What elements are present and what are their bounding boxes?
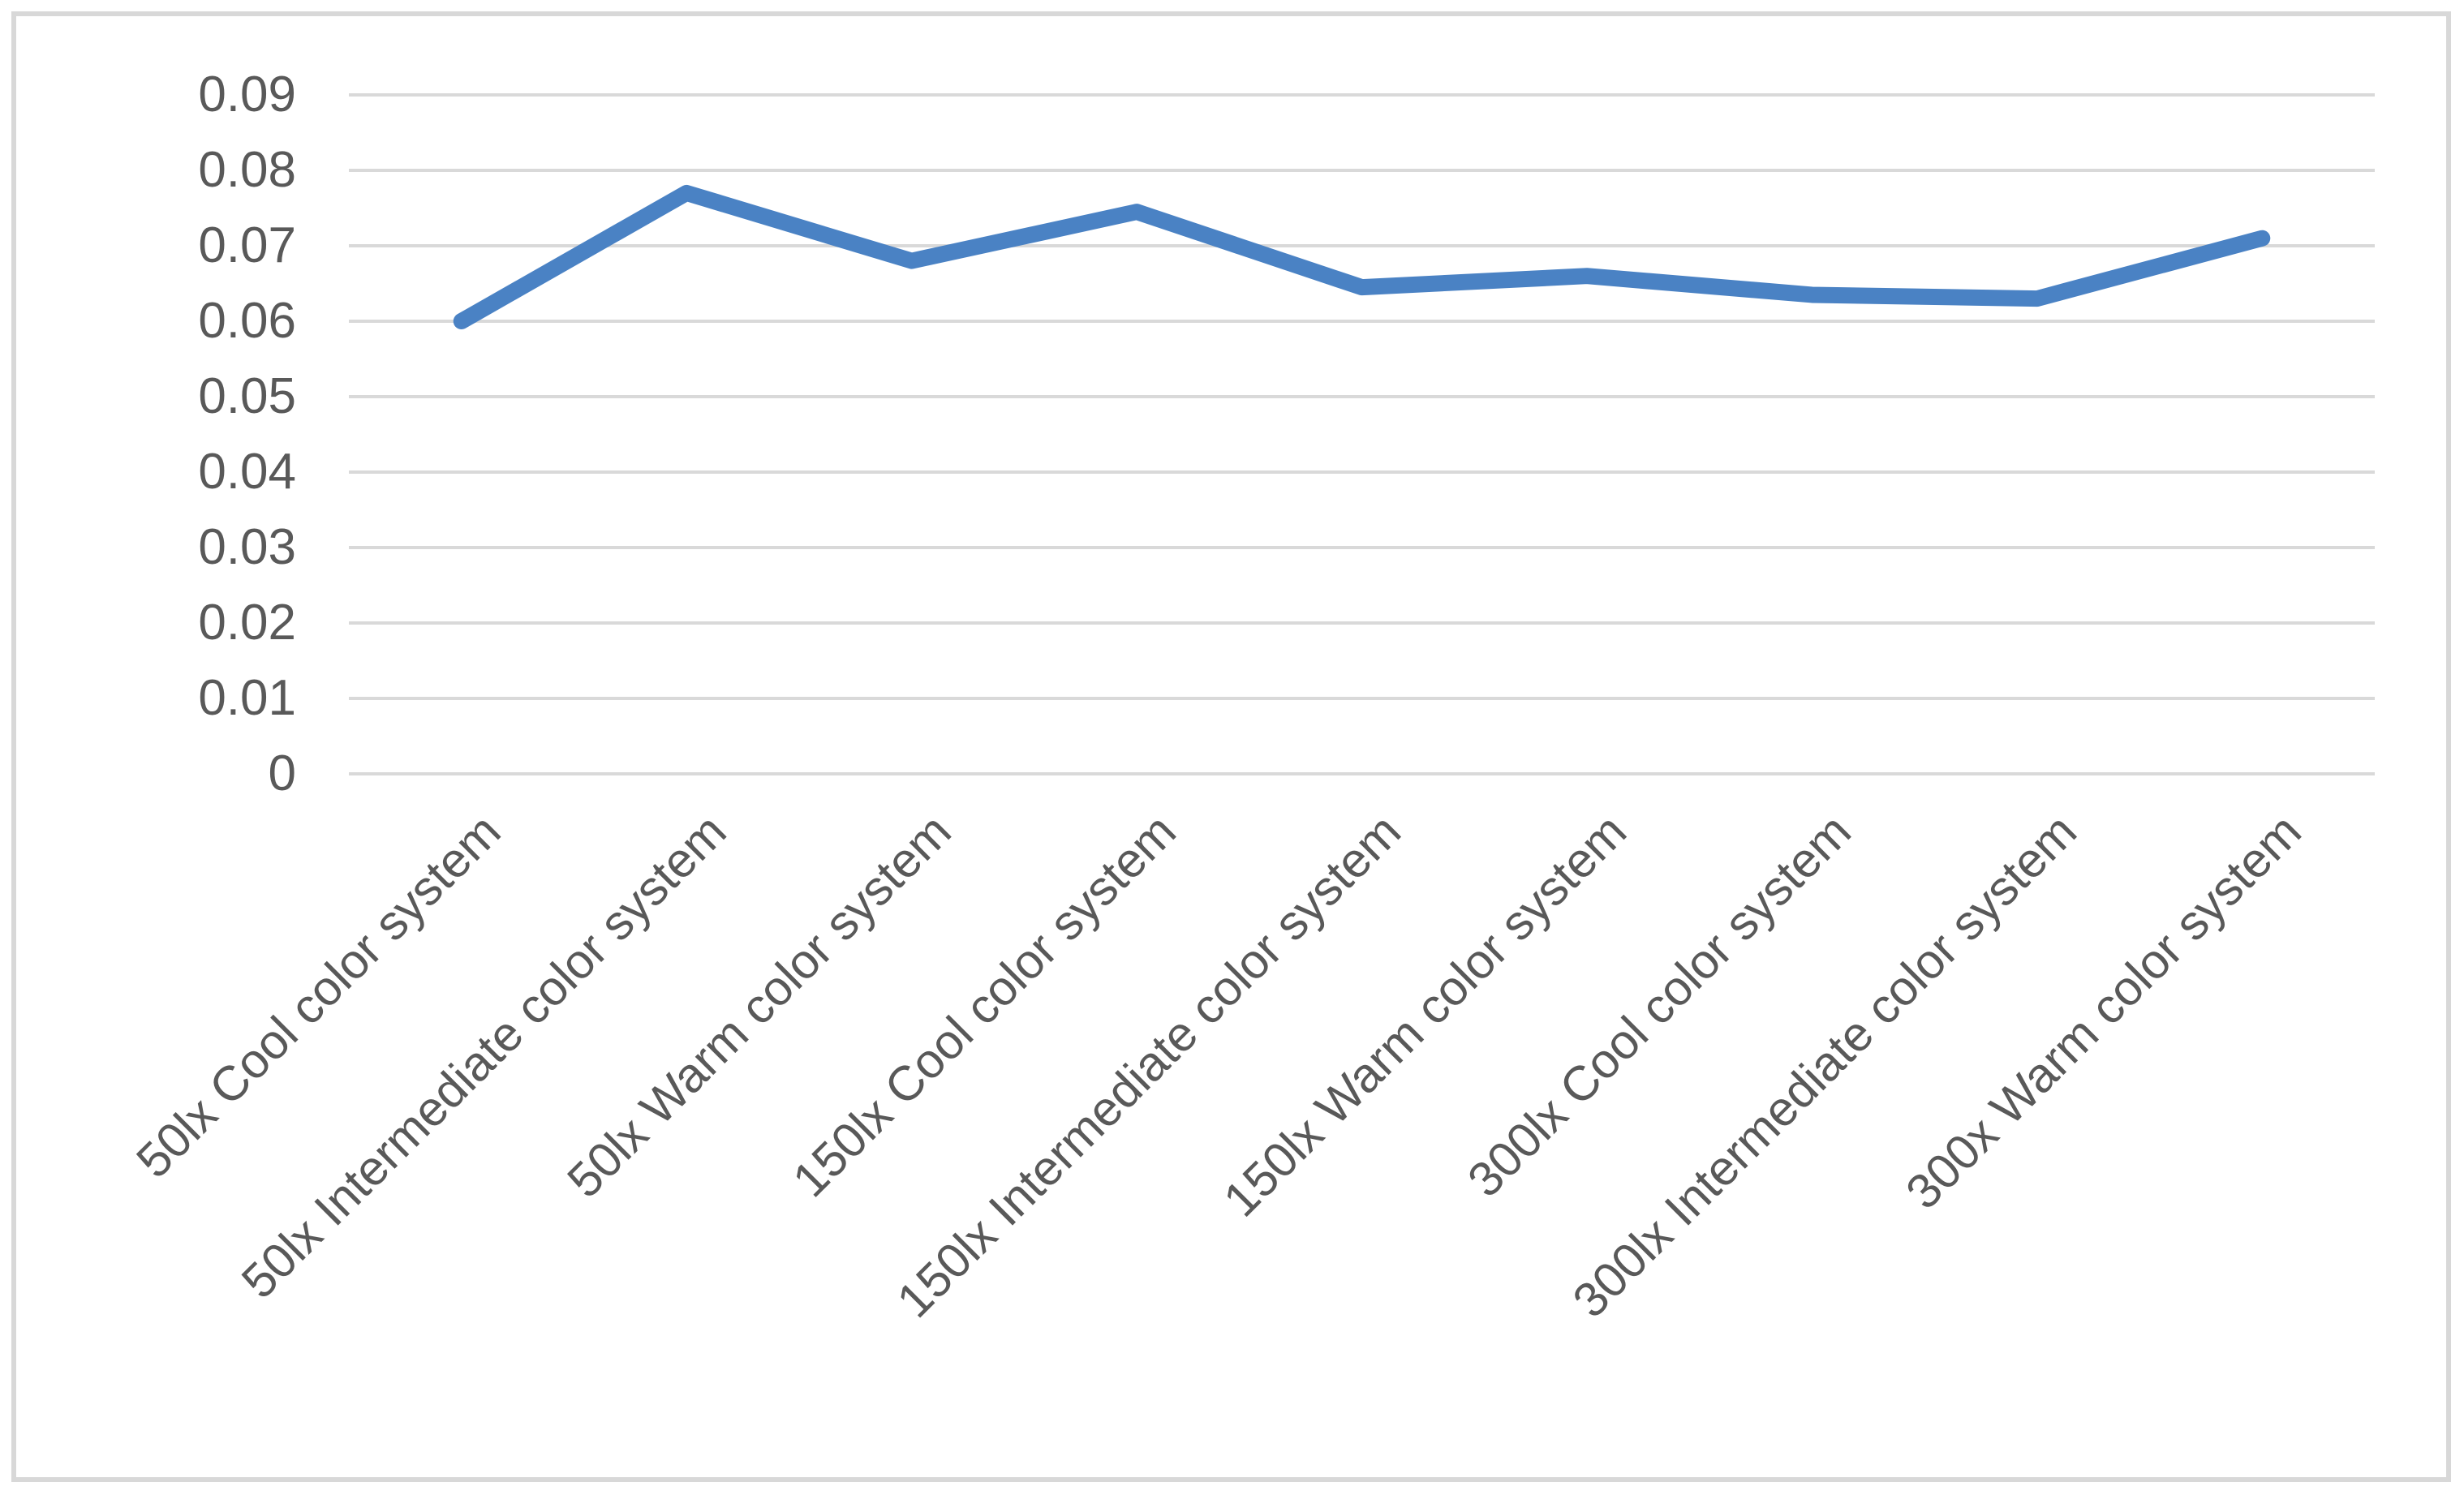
y-axis-tick-label: 0.08 [198,142,296,198]
y-axis-tick-label: 0.09 [198,67,296,122]
y-axis-tick-label: 0.03 [198,519,296,575]
figure-border [11,11,2451,1482]
y-axis-tick-label: 0.06 [198,293,296,349]
y-axis-tick-label: 0.07 [198,217,296,273]
gridlines [349,93,2375,775]
y-axis-tick-label: 0.02 [198,595,296,651]
data-series [453,184,2271,329]
y-axis-tick-label: 0.01 [198,670,296,726]
y-axis-tick-label: 0.04 [198,444,296,500]
series-line [453,184,2271,329]
y-axis-tick-label: 0 [268,745,296,801]
y-axis-tick-label: 0.05 [198,368,296,424]
